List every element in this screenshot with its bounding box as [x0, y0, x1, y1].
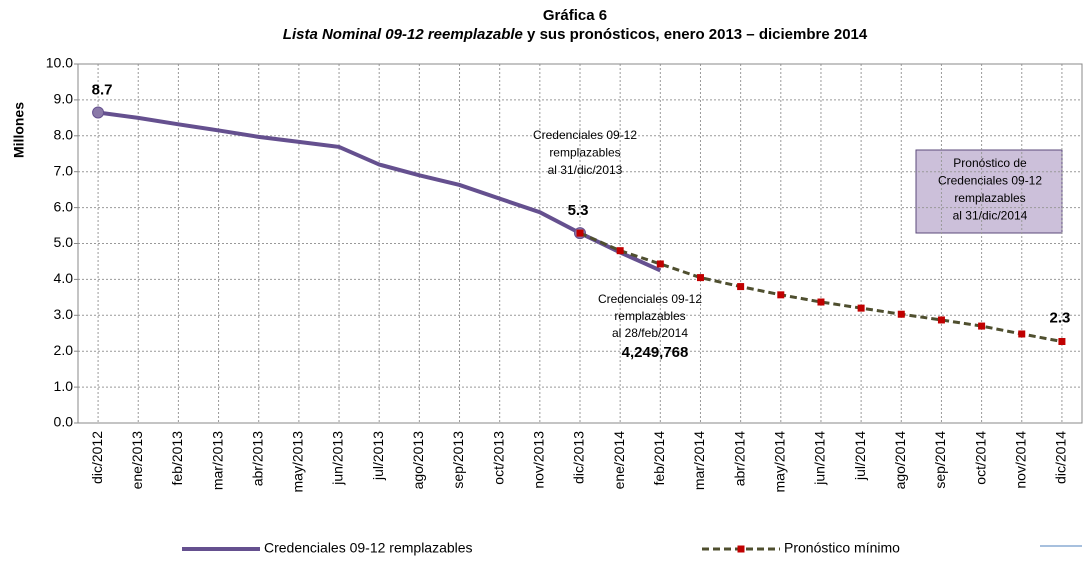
y-tick-label: 9.0 — [54, 91, 74, 107]
legend-label: Pronóstico mínimo — [784, 540, 900, 556]
point-marker — [777, 291, 785, 299]
point-marker — [978, 322, 986, 330]
x-tick-label: dic/2013 — [571, 431, 587, 484]
annotation-text: al 28/feb/2014 — [612, 326, 688, 340]
annotation-text: al 31/dic/2013 — [548, 163, 623, 177]
x-tick-label: jun/2013 — [330, 431, 346, 486]
x-tick-label: ene/2014 — [611, 431, 627, 490]
x-tick-label: abr/2014 — [731, 431, 747, 486]
x-tick-label: ene/2013 — [129, 431, 145, 490]
annotation-text: al 31/dic/2014 — [953, 209, 1028, 223]
y-tick-label: 8.0 — [54, 127, 74, 143]
x-tick-label: dic/2012 — [89, 431, 105, 484]
annotation-text: Credenciales 09-12 — [598, 292, 702, 306]
series-line — [97, 110, 662, 273]
x-tick-label: sep/2013 — [450, 431, 466, 489]
x-tick-label: abr/2013 — [249, 431, 265, 486]
annotation-box — [915, 149, 1063, 234]
x-tick-label: mar/2013 — [209, 431, 225, 490]
value-label: 2.3 — [1049, 309, 1070, 326]
annotation-text: Pronóstico de — [953, 156, 1027, 170]
x-tick-label: jun/2014 — [812, 431, 828, 486]
annotation-text: remplazables — [954, 191, 1025, 205]
legend-label: Credenciales 09-12 remplazables — [264, 540, 473, 556]
point-marker — [897, 310, 905, 318]
x-tick-label: nov/2013 — [531, 431, 547, 489]
point-marker — [737, 283, 745, 291]
annotation-text: remplazables — [549, 146, 620, 160]
y-tick-label: 2.0 — [54, 342, 74, 358]
point-marker — [92, 106, 105, 119]
x-tick-label: jul/2014 — [852, 431, 868, 481]
x-tick-label: feb/2013 — [169, 431, 185, 486]
annotation-text: remplazables — [614, 309, 685, 323]
subtitle-rest: y sus pronósticos, enero 2013 – diciembr… — [523, 26, 868, 43]
y-tick-label: 10.0 — [46, 55, 73, 71]
y-tick-label: 1.0 — [54, 378, 74, 394]
y-tick-label: 3.0 — [54, 306, 74, 322]
plot-frame — [77, 63, 1083, 424]
chart-subtitle: Lista Nominal 09-12 reemplazable y sus p… — [283, 26, 868, 43]
x-tick-label: mar/2014 — [691, 431, 707, 490]
annotation-text: 4,249,768 — [622, 344, 689, 361]
x-tick-label: nov/2014 — [1012, 431, 1028, 489]
x-tick-label: jul/2013 — [370, 431, 386, 481]
annotation-text: Credenciales 09-12 — [533, 128, 637, 142]
x-tick-label: ago/2013 — [410, 431, 426, 490]
chart-title: Gráfica 6 — [543, 7, 607, 24]
x-tick-label: feb/2014 — [651, 431, 667, 486]
value-label: 5.3 — [568, 202, 589, 219]
point-marker — [696, 274, 704, 282]
x-tick-label: oct/2014 — [972, 431, 988, 485]
point-marker — [1058, 338, 1066, 346]
subtitle-italic: Lista Nominal 09-12 reemplazable — [283, 26, 523, 43]
y-tick-label: 6.0 — [54, 198, 74, 214]
point-marker — [616, 247, 624, 255]
x-tick-label: may/2014 — [772, 431, 788, 493]
y-tick-label: 4.0 — [54, 270, 74, 286]
point-marker — [857, 304, 865, 312]
point-marker — [817, 298, 825, 306]
x-tick-label: sep/2014 — [932, 431, 948, 489]
y-axis-label: Millones — [11, 102, 27, 158]
y-tick-label: 7.0 — [54, 162, 74, 178]
x-tick-label: dic/2014 — [1053, 431, 1069, 484]
point-marker — [656, 260, 664, 268]
point-marker — [576, 229, 584, 237]
x-tick-label: oct/2013 — [490, 431, 506, 485]
value-label: 8.7 — [92, 81, 113, 98]
y-tick-label: 0.0 — [54, 414, 74, 430]
y-tick-label: 5.0 — [54, 234, 74, 250]
x-tick-label: ago/2014 — [892, 431, 908, 490]
annotation-text: Credenciales 09-12 — [938, 174, 1042, 188]
point-marker — [937, 316, 945, 324]
point-marker — [1018, 330, 1026, 338]
x-tick-label: may/2013 — [290, 431, 306, 493]
legend-marker — [737, 545, 745, 553]
